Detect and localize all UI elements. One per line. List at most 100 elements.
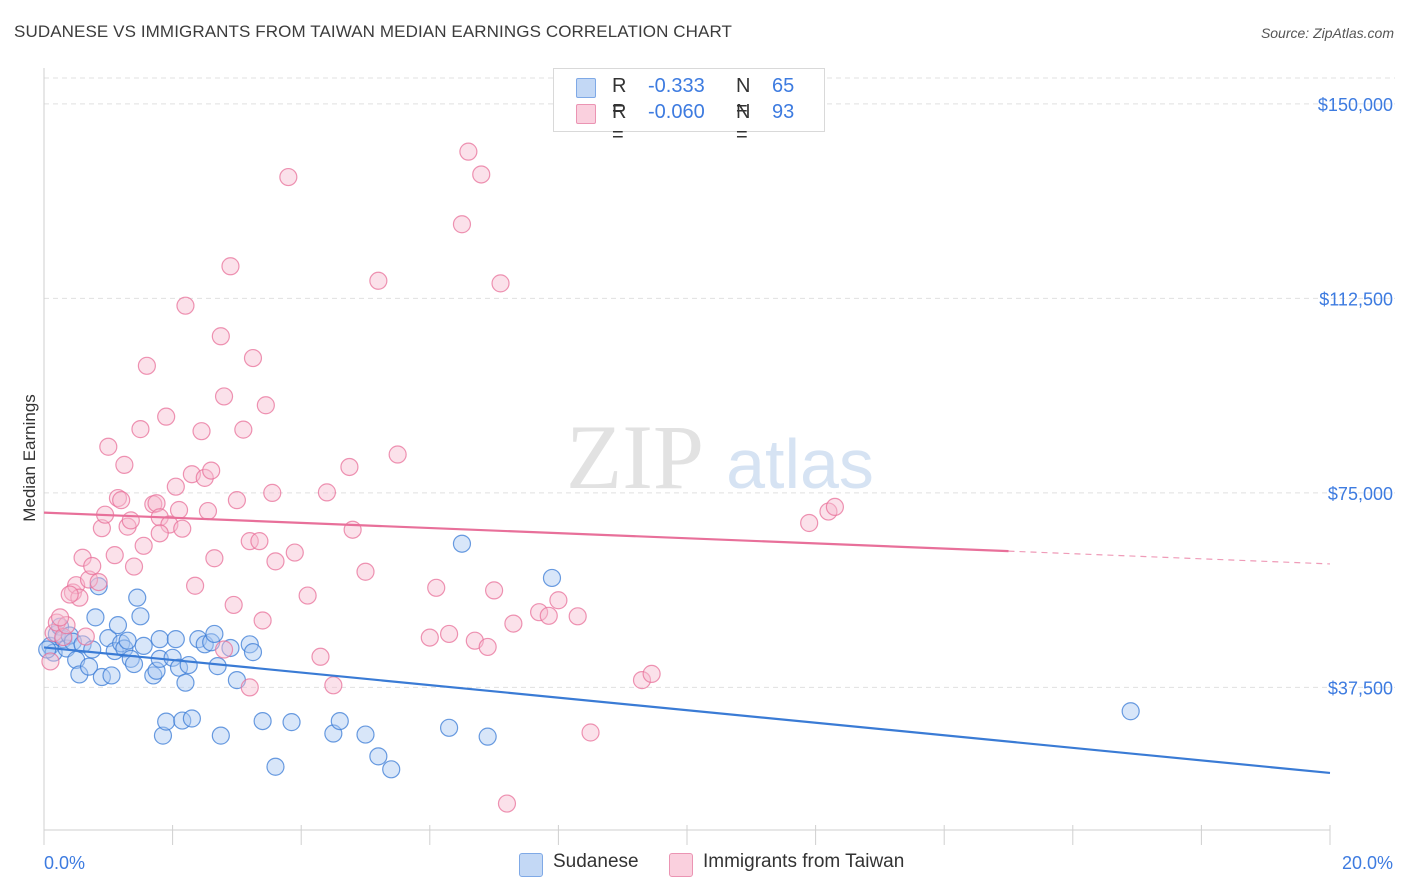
legend-r-value: -0.060 [648, 101, 705, 123]
taiwan-point [150, 524, 169, 543]
sudanese-point [118, 631, 137, 650]
sudanese-point [253, 711, 272, 731]
sudanese-point [356, 725, 375, 744]
sudanese-point [179, 655, 198, 675]
sudanese-point [131, 607, 150, 626]
sudanese-point [163, 648, 182, 667]
sudanese-point [369, 747, 388, 766]
sudanese-point [211, 726, 230, 745]
taiwan-point [340, 457, 359, 477]
taiwan-point [459, 142, 478, 161]
sudanese-point [147, 661, 166, 680]
taiwan-point [632, 671, 652, 690]
taiwan-point [472, 165, 491, 184]
taiwan-point [169, 500, 189, 520]
sudanese-trend-line [43, 646, 1331, 775]
taiwan-point [369, 271, 388, 290]
taiwan-point [157, 407, 176, 426]
legend-swatch-taiwan [576, 104, 596, 124]
sudanese-point [208, 657, 227, 676]
taiwan-point [642, 664, 661, 683]
y-tick-label: $75,000 [1328, 484, 1393, 504]
sudanese-point [134, 636, 153, 655]
sudanese-point [439, 718, 459, 737]
sudanese-point [153, 726, 173, 745]
correlation-legend: R = -0.333 N = 65 R = -0.060 N = 93 [553, 68, 825, 146]
taiwan-point [105, 546, 124, 565]
taiwan-point [250, 532, 269, 551]
taiwan-point [420, 628, 439, 647]
taiwan-point [497, 794, 517, 813]
taiwan-point [478, 637, 497, 657]
sudanese-point [478, 727, 497, 746]
source-label: Source: ZipAtlas.com [1260, 25, 1394, 41]
taiwan-point [54, 627, 73, 647]
x-tick-label: 20.0% [1342, 853, 1393, 873]
y-tick-label: $150,000 [1318, 95, 1393, 115]
taiwan-point [176, 296, 195, 315]
legend-r-label: R = [612, 75, 627, 120]
taiwan-point [173, 519, 192, 538]
taiwan-point [121, 511, 140, 530]
taiwan-point [202, 461, 221, 480]
taiwan-point [539, 606, 558, 625]
taiwan-point [134, 536, 153, 555]
taiwan-point [356, 562, 375, 581]
taiwan-point [549, 591, 568, 610]
legend-n-label: N = [736, 75, 751, 120]
taiwan-point [227, 491, 246, 510]
sudanese-point [79, 657, 99, 676]
sudanese-point [1121, 702, 1140, 721]
sudanese-point [108, 616, 128, 635]
x-tick-label: 0.0% [44, 853, 85, 873]
chart-title: SUDANESE VS IMMIGRANTS FROM TAIWAN MEDIA… [14, 22, 733, 41]
legend-n-value: 65 [772, 75, 795, 97]
taiwan-point [439, 624, 459, 644]
sudanese-point [282, 713, 301, 732]
taiwan-point [99, 437, 118, 456]
sudanese-point [124, 654, 144, 674]
taiwan-point [234, 420, 253, 439]
sudanese-point [166, 630, 185, 649]
taiwan-point [60, 585, 79, 604]
taiwan-point [124, 557, 144, 576]
taiwan-point [240, 532, 259, 551]
taiwan-point [256, 396, 275, 415]
sudanese-point [182, 709, 201, 728]
sudanese-point [382, 760, 401, 779]
sudanese-point [128, 588, 147, 607]
sudanese-point [86, 608, 105, 627]
taiwan-point [800, 513, 819, 533]
taiwan-trend-line-dashed [1008, 550, 1331, 565]
watermark: ZIP atlas [566, 406, 874, 508]
taiwan-point [298, 586, 317, 605]
legend-n-value: 93 [772, 101, 795, 123]
taiwan-point [147, 494, 166, 513]
taiwan-point [89, 572, 108, 592]
taiwan-point [317, 483, 337, 502]
sudanese-point [205, 624, 224, 644]
grid-lines [44, 77, 1395, 688]
sudanese-point [243, 643, 263, 662]
taiwan-point [108, 488, 128, 508]
sudanese-point [330, 711, 349, 731]
taiwan-point [530, 603, 549, 622]
taiwan-point [240, 678, 259, 697]
bottom-legend-swatch-sudanese [519, 853, 543, 877]
y-tick-labels: $37,500 $75,000 $112,500 $150,000 [1318, 95, 1393, 698]
taiwan-trend-line [43, 511, 1009, 553]
sudanese-point [452, 534, 472, 553]
bottom-legend-swatch-taiwan [669, 853, 693, 877]
y-axis-label: Median Earnings [20, 394, 39, 522]
taiwan-point [115, 455, 134, 474]
taiwan-point [70, 588, 89, 607]
taiwan-point [491, 274, 510, 293]
y-tick-label: $37,500 [1328, 678, 1393, 698]
sudanese-point [221, 638, 240, 658]
taiwan-point [324, 676, 343, 695]
taiwan-point [195, 468, 214, 487]
taiwan-point [581, 723, 600, 742]
x-tick-labels: 0.0% 20.0% [44, 853, 1393, 873]
taiwan-point [198, 501, 218, 521]
